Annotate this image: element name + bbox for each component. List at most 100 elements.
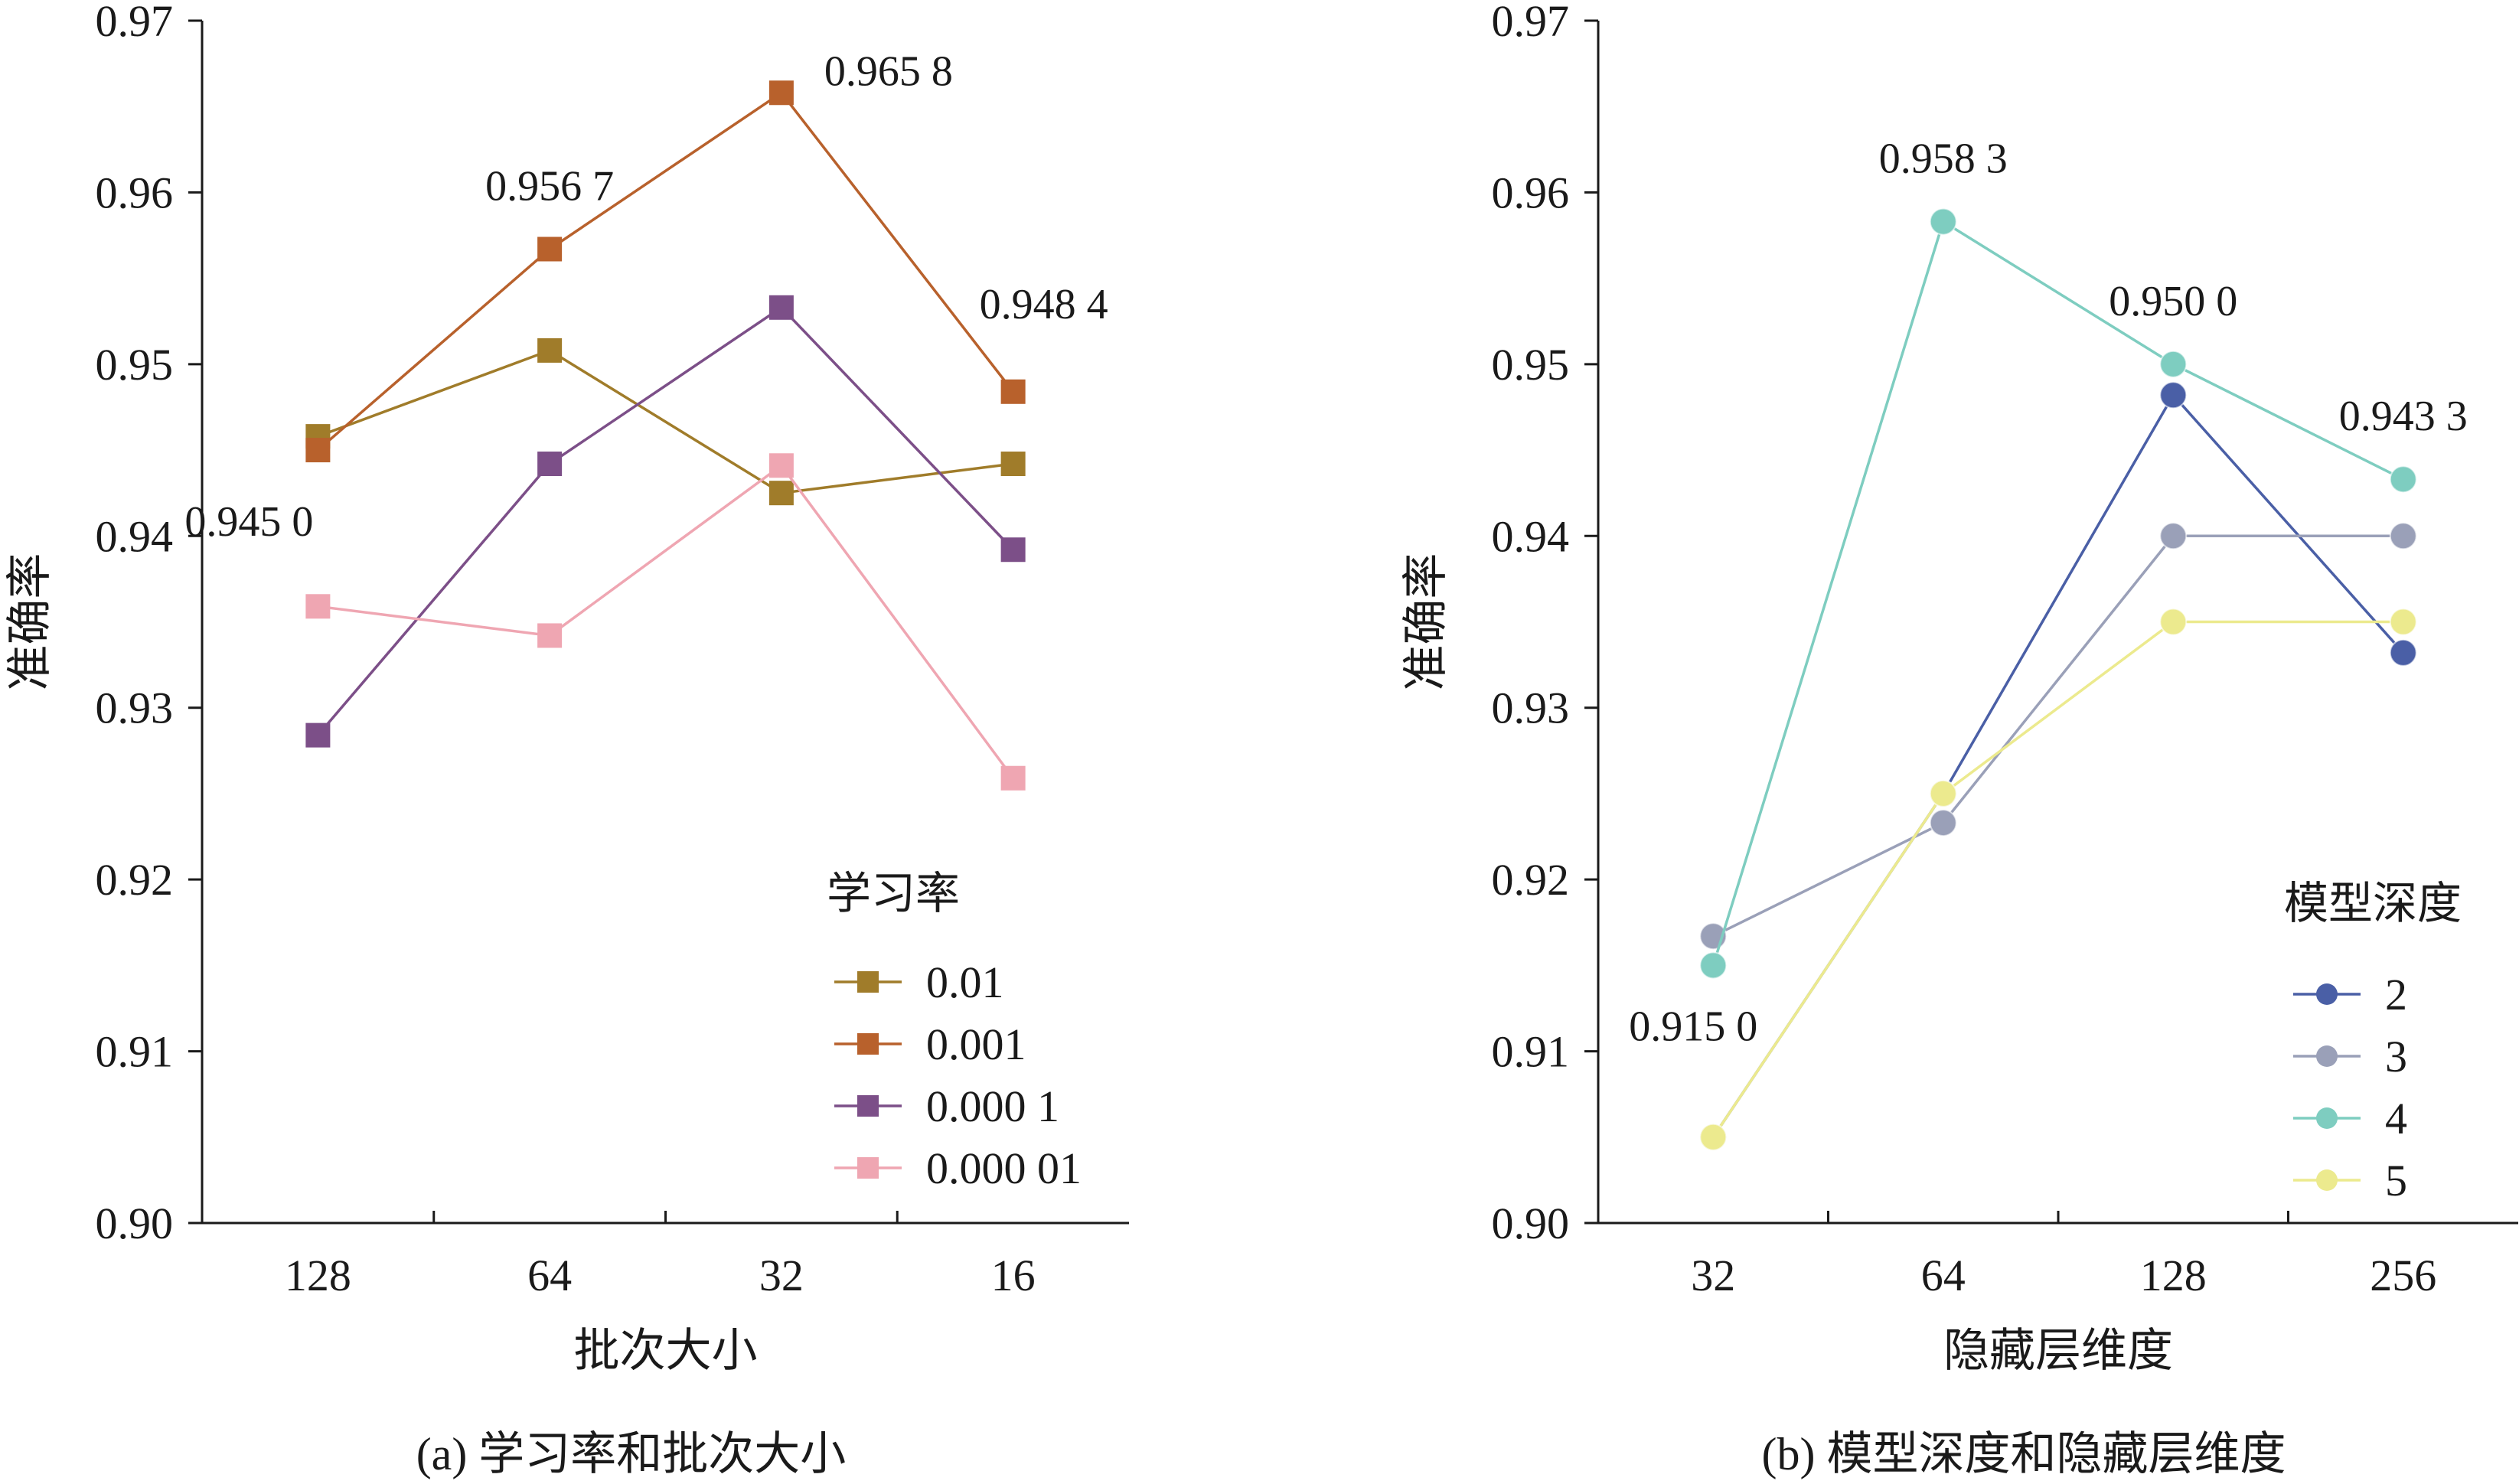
data-label: 0.943 3 xyxy=(2339,393,2468,440)
data-point xyxy=(768,481,794,506)
legend-marker xyxy=(857,1095,879,1117)
y-tick-label: 0.92 xyxy=(1492,855,1570,905)
legend-item: 0.000 1 xyxy=(834,1081,1059,1131)
data-point xyxy=(1000,379,1026,404)
x-tick-label: 16 xyxy=(991,1251,1036,1300)
legend-item: 4 xyxy=(2293,1094,2407,1143)
data-label: 0.958 3 xyxy=(1879,135,2008,183)
x-tick-label: 128 xyxy=(2140,1251,2207,1300)
data-point xyxy=(768,80,794,106)
data-point xyxy=(1929,779,1957,807)
legend-title: 学习率 xyxy=(827,869,960,918)
y-tick-label: 0.94 xyxy=(96,511,174,561)
legend-label: 2 xyxy=(2385,970,2407,1019)
x-tick-label: 64 xyxy=(1921,1251,1966,1300)
legend-label: 5 xyxy=(2385,1156,2407,1205)
legend-marker xyxy=(2316,1045,2338,1067)
legend-marker xyxy=(857,1157,879,1179)
legend: 学习率 0.01 0.001 0.000 1 0.000 01 xyxy=(827,869,1082,1193)
series-line xyxy=(317,90,1015,452)
figure-caption: (a) 学习率和批次大小 xyxy=(416,1429,847,1479)
legend-item: 2 xyxy=(2293,970,2407,1019)
data-point xyxy=(305,722,331,748)
data-point xyxy=(1699,1123,1728,1151)
y-tick-label: 0.90 xyxy=(1492,1199,1570,1248)
series-line xyxy=(1711,219,2404,966)
y-tick-label: 0.97 xyxy=(1492,0,1570,46)
y-tick-label: 0.91 xyxy=(96,1027,174,1077)
data-point xyxy=(2389,608,2417,636)
data-point xyxy=(2159,381,2188,409)
data-label: 0.965 8 xyxy=(824,47,953,95)
series-line xyxy=(318,463,1015,779)
data-point xyxy=(2389,638,2417,667)
data-label: 0.915 0 xyxy=(1629,1003,1757,1050)
y-tick-label: 0.92 xyxy=(96,855,174,905)
data-point xyxy=(2159,350,2188,378)
legend-item: 0.000 01 xyxy=(834,1143,1082,1193)
series-5 xyxy=(1699,608,2417,1151)
data-point xyxy=(1929,809,1957,837)
series-0.00001 xyxy=(305,453,1026,791)
series-line xyxy=(1712,534,2403,938)
y-tick-label: 0.96 xyxy=(96,168,174,217)
data-point xyxy=(305,438,331,463)
series-line xyxy=(1711,393,2405,1138)
series-4 xyxy=(1699,207,2417,980)
data-point xyxy=(768,295,794,320)
legend-marker xyxy=(857,1033,879,1055)
y-tick-label: 0.93 xyxy=(1492,683,1570,733)
data-point xyxy=(2389,465,2417,494)
legend-item: 0.001 xyxy=(834,1019,1026,1069)
data-point xyxy=(1699,951,1728,980)
legend-marker xyxy=(2316,1107,2338,1129)
y-tick-label: 0.91 xyxy=(1492,1027,1570,1077)
legend-marker xyxy=(857,971,879,993)
legend-item: 5 xyxy=(2293,1156,2407,1205)
legend-label: 0.000 1 xyxy=(926,1081,1059,1131)
y-tick-label: 0.95 xyxy=(96,340,174,390)
data-point xyxy=(2159,522,2188,550)
figure-caption: (b) 模型深度和隐藏层维度 xyxy=(1762,1429,2286,1479)
x-tick-label: 64 xyxy=(527,1251,572,1300)
series-3 xyxy=(1699,522,2417,951)
y-tick-label: 0.90 xyxy=(96,1199,174,1248)
legend-title: 模型深度 xyxy=(2284,879,2462,928)
series-line xyxy=(317,348,1013,494)
legend-label: 3 xyxy=(2385,1032,2407,1081)
y-axis-title: 准确率 xyxy=(5,553,55,691)
legend: 模型深度 2 3 4 5 xyxy=(2284,879,2462,1205)
data-label: 0.948 4 xyxy=(980,281,1108,328)
series-line xyxy=(317,305,1014,736)
series-0.01 xyxy=(305,338,1026,506)
data-point xyxy=(305,594,331,619)
legend-marker xyxy=(2316,983,2338,1005)
y-axis-title: 准确率 xyxy=(1401,553,1451,691)
data-point xyxy=(1000,765,1026,791)
legend-label: 0.01 xyxy=(926,957,1004,1007)
x-tick-label: 32 xyxy=(1691,1251,1735,1300)
legend-label: 0.000 01 xyxy=(926,1143,1082,1193)
data-point xyxy=(1000,537,1026,563)
y-tick-label: 0.94 xyxy=(1492,511,1570,561)
legend-label: 4 xyxy=(2385,1094,2407,1143)
data-point xyxy=(1000,452,1026,477)
legend-item: 3 xyxy=(2293,1032,2407,1081)
data-point xyxy=(537,338,563,363)
data-label: 0.950 0 xyxy=(2109,278,2237,325)
x-tick-label: 128 xyxy=(285,1251,351,1300)
x-tick-label: 32 xyxy=(759,1251,804,1300)
legend-label: 0.001 xyxy=(926,1019,1026,1069)
series-0.0001 xyxy=(305,295,1026,748)
chart-learning-rate-batch-size: 0.90 0.91 0.92 0.93 0.94 0.95 0.96 0.97 128 64 32 1… xyxy=(5,0,1129,1479)
x-tick-label: 256 xyxy=(2370,1251,2436,1300)
data-point xyxy=(2389,522,2417,550)
legend-item: 0.01 xyxy=(834,957,1004,1007)
data-point xyxy=(537,623,563,648)
series-0.001 xyxy=(305,80,1026,463)
data-point xyxy=(2159,608,2188,636)
data-label: 0.956 7 xyxy=(485,162,614,210)
y-tick-label: 0.96 xyxy=(1492,168,1570,217)
y-tick-label: 0.95 xyxy=(1492,340,1570,390)
